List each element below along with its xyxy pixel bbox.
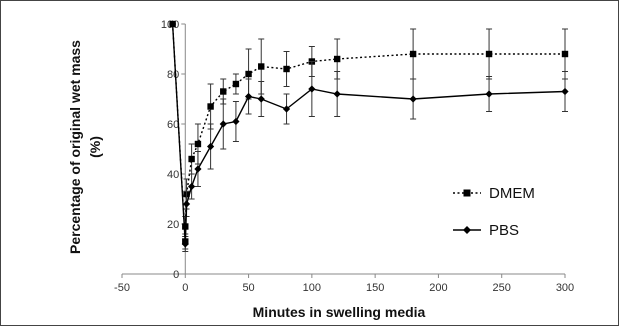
x-tick-label: -50 (114, 282, 130, 294)
x-tick-label: 150 (366, 282, 384, 294)
legend: DMEM PBS (453, 185, 535, 239)
data-point-pbs (181, 240, 189, 248)
data-point-pbs (182, 200, 191, 208)
data-point-dmem (188, 155, 195, 163)
x-tick-label: 200 (429, 282, 447, 294)
x-tick-label: 250 (493, 282, 511, 294)
data-point-pbs (308, 85, 316, 93)
data-point-pbs (282, 105, 291, 113)
legend-dmem-marker (463, 189, 471, 197)
data-point-dmem (194, 140, 202, 148)
data-point-pbs (257, 95, 265, 103)
data-point-pbs (232, 117, 240, 126)
x-tick-label: 100 (303, 282, 321, 294)
data-point-dmem (232, 80, 240, 88)
data-point-dmem (283, 65, 290, 73)
data-point-pbs (485, 90, 493, 98)
legend-dmem-label: DMEM (489, 185, 535, 202)
data-point-pbs (409, 95, 417, 103)
data-point-dmem (333, 55, 341, 63)
data-point-pbs (188, 182, 196, 191)
data-point-dmem (485, 50, 493, 58)
data-point-dmem (220, 88, 227, 95)
data-point-dmem (207, 103, 214, 110)
y-tick-label: 60 (167, 119, 179, 131)
x-tick-label: 300 (556, 282, 574, 294)
data-point-dmem (258, 63, 265, 70)
legend-pbs-marker (463, 226, 471, 234)
data-point-pbs (194, 165, 202, 173)
y-axis-title-line-2: (%) (87, 136, 103, 158)
y-tick-label: 40 (167, 169, 179, 181)
y-axis-title: Percentage of original wet mass (%) (67, 40, 103, 254)
legend-pbs-label: PBS (489, 222, 519, 239)
series-layer (169, 20, 569, 252)
data-point-pbs (333, 90, 341, 98)
data-point-dmem (245, 70, 252, 78)
x-axis-title: Minutes in swelling media (253, 304, 426, 320)
y-axis-title-line-1: Percentage of original wet mass (67, 40, 83, 254)
x-tick-label: 0 (182, 282, 188, 294)
data-point-pbs (219, 120, 227, 128)
data-point-dmem (409, 50, 417, 58)
y-tick-label: 80 (167, 69, 179, 81)
x-tick-label: 50 (242, 282, 254, 294)
data-point-pbs (561, 87, 569, 96)
data-point-dmem (561, 50, 569, 58)
series-line-pbs (171, 23, 566, 245)
data-point-pbs (244, 92, 253, 101)
data-point-pbs (207, 142, 215, 151)
y-tick-label: 20 (167, 219, 179, 231)
data-point-pbs (169, 20, 177, 28)
y-tick-label: 0 (173, 269, 179, 281)
series-pbs (169, 20, 569, 252)
